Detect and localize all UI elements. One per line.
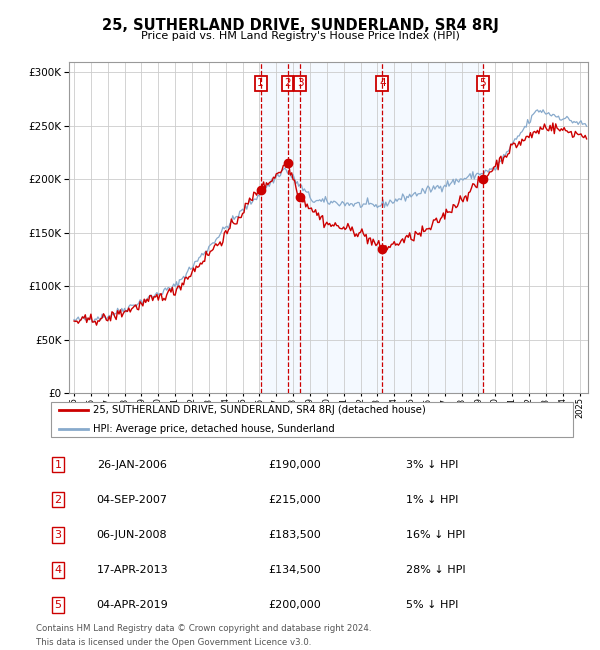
- Text: 3% ↓ HPI: 3% ↓ HPI: [406, 460, 458, 469]
- FancyBboxPatch shape: [50, 402, 573, 437]
- Text: 25, SUTHERLAND DRIVE, SUNDERLAND, SR4 8RJ: 25, SUTHERLAND DRIVE, SUNDERLAND, SR4 8R…: [101, 18, 499, 33]
- Text: 3: 3: [297, 78, 304, 88]
- Text: 17-APR-2013: 17-APR-2013: [97, 565, 169, 575]
- Text: £215,000: £215,000: [268, 495, 320, 504]
- Text: 3: 3: [55, 530, 62, 540]
- Text: 26-JAN-2006: 26-JAN-2006: [97, 460, 167, 469]
- Text: £200,000: £200,000: [268, 600, 320, 610]
- Text: 5% ↓ HPI: 5% ↓ HPI: [406, 600, 458, 610]
- Text: £134,500: £134,500: [268, 565, 320, 575]
- Text: £183,500: £183,500: [268, 530, 320, 540]
- Text: 2: 2: [55, 495, 62, 504]
- Text: 04-SEP-2007: 04-SEP-2007: [97, 495, 168, 504]
- Text: 5: 5: [479, 78, 486, 88]
- Text: 1: 1: [55, 460, 62, 469]
- Text: 5: 5: [55, 600, 62, 610]
- Text: 06-JUN-2008: 06-JUN-2008: [97, 530, 167, 540]
- Text: Price paid vs. HM Land Registry's House Price Index (HPI): Price paid vs. HM Land Registry's House …: [140, 31, 460, 41]
- Text: 4: 4: [379, 78, 386, 88]
- Text: 1% ↓ HPI: 1% ↓ HPI: [406, 495, 458, 504]
- Text: This data is licensed under the Open Government Licence v3.0.: This data is licensed under the Open Gov…: [36, 638, 311, 647]
- Text: 2: 2: [284, 78, 291, 88]
- Text: 1: 1: [257, 78, 264, 88]
- Text: 16% ↓ HPI: 16% ↓ HPI: [406, 530, 465, 540]
- Text: Contains HM Land Registry data © Crown copyright and database right 2024.: Contains HM Land Registry data © Crown c…: [36, 624, 371, 633]
- Bar: [260, 62, 483, 393]
- Text: HPI: Average price, detached house, Sunderland: HPI: Average price, detached house, Sund…: [93, 424, 335, 434]
- Text: 4: 4: [55, 565, 62, 575]
- Text: 28% ↓ HPI: 28% ↓ HPI: [406, 565, 466, 575]
- Text: 25, SUTHERLAND DRIVE, SUNDERLAND, SR4 8RJ (detached house): 25, SUTHERLAND DRIVE, SUNDERLAND, SR4 8R…: [93, 406, 425, 415]
- Text: 04-APR-2019: 04-APR-2019: [97, 600, 169, 610]
- Text: £190,000: £190,000: [268, 460, 320, 469]
